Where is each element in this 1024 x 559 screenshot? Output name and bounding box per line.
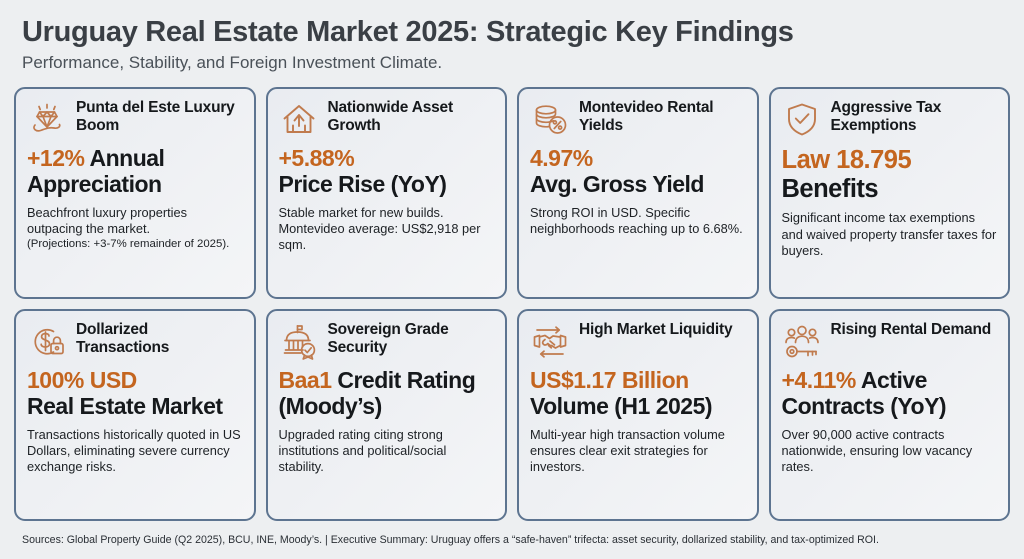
card-header: Montevideo Rental Yields xyxy=(530,98,746,139)
card-header: Rising Rental Demand xyxy=(782,320,998,361)
card-dollarized-transactions: Dollarized Transactions 100% USD Real Est… xyxy=(14,309,256,521)
card-stat-accent: +5.88% xyxy=(278,145,355,172)
shield-check-icon xyxy=(782,99,822,139)
coins-percent-icon xyxy=(530,99,570,139)
card-stat-rest: Avg. Gross Yield xyxy=(530,170,704,197)
card-body-text: Beachfront luxury properties outpacing t… xyxy=(27,204,188,236)
card-note: (Projections: +3-7% remainder of 2025). xyxy=(27,238,230,251)
card-header: Sovereign Grade Security xyxy=(279,320,495,361)
card-stat-rest: Active Contracts (YoY) xyxy=(781,367,947,419)
card-body: Transactions historically quoted in US D… xyxy=(27,427,243,512)
card-stat: US$1.17 Billion Volume (H1 2025) xyxy=(530,367,746,420)
card-header: Dollarized Transactions xyxy=(27,320,243,361)
card-stat: Law 18.795 Benefits xyxy=(782,146,998,203)
diamond-icon xyxy=(27,99,67,139)
card-body: Over 90,000 active contracts nationwide,… xyxy=(782,427,998,512)
card-title: Nationwide Asset Growth xyxy=(327,99,454,135)
card-title: High Market Liquidity xyxy=(579,321,733,339)
card-stat-rest: Price Rise (YoY) xyxy=(278,170,447,197)
card-stat-accent: Law 18.795 xyxy=(781,146,912,175)
card-stat-rest: Benefits xyxy=(781,174,879,203)
card-stat-rest: Annual Appreciation xyxy=(27,145,165,197)
card-body-text: Upgraded rating citing strong institutio… xyxy=(278,426,447,475)
card-stat-rest: Credit Rating (Moody’s) xyxy=(278,367,476,419)
card-body: Multi-year high transaction volume ensur… xyxy=(530,427,746,512)
house-growth-icon xyxy=(279,99,319,139)
card-aggressive-tax-exemptions: Aggressive Tax Exemptions Law 18.795 Bene… xyxy=(768,87,1010,300)
card-stat-accent: 4.97% xyxy=(530,145,593,172)
footer-sources-text: Sources: Global Property Guide (Q2 2025)… xyxy=(22,533,879,546)
card-body: Significant income tax exemptions and wa… xyxy=(782,210,998,290)
people-key-icon xyxy=(782,321,822,361)
page-subtitle: Performance, Stability, and Foreign Inve… xyxy=(22,53,443,73)
page-title: Uruguay Real Estate Market 2025: Strateg… xyxy=(22,16,794,48)
card-body-text: Transactions historically quoted in US D… xyxy=(27,426,241,475)
card-stat-rest: Volume (H1 2025) xyxy=(530,392,713,419)
card-body: Upgraded rating citing strong institutio… xyxy=(279,427,495,512)
card-header: Nationwide Asset Growth xyxy=(279,98,495,139)
card-high-market-liquidity: High Market Liquidity US$1.17 Billion Vol… xyxy=(517,309,759,521)
findings-grid: Punta del Este Luxury Boom +12% Annual A… xyxy=(14,87,1010,521)
card-stat: +5.88% Price Rise (YoY) xyxy=(278,145,495,198)
card-header: Aggressive Tax Exemptions xyxy=(782,98,998,139)
card-body: Stable market for new builds. Montevideo… xyxy=(279,205,495,290)
card-stat: 4.97% Avg. Gross Yield xyxy=(530,145,746,198)
card-body: Strong ROI in USD. Specific neighborhood… xyxy=(530,205,746,290)
government-award-icon xyxy=(279,321,319,361)
card-header: High Market Liquidity xyxy=(530,320,746,361)
card-body-text: Significant income tax exemptions and wa… xyxy=(781,210,997,258)
card-stat-accent: +4.11% xyxy=(781,367,857,394)
card-title: Aggressive Tax Exemptions xyxy=(830,99,942,135)
card-stat-rest: Real Estate Market xyxy=(27,392,223,419)
handshake-exchange-icon xyxy=(530,321,570,361)
dollar-lock-icon xyxy=(27,321,67,361)
card-title: Sovereign Grade Security xyxy=(327,321,449,357)
card-stat-accent: 100% USD xyxy=(27,367,137,394)
card-stat: +4.11% Active Contracts (YoY) xyxy=(781,367,998,420)
card-sovereign-grade-security: Sovereign Grade Security Baa1 Credit Rat… xyxy=(265,309,507,521)
card-body-text: Stable market for new builds. Montevideo… xyxy=(278,204,481,253)
card-nationwide-asset-growth: Nationwide Asset Growth +5.88% Price Rise… xyxy=(265,87,507,300)
card-punta-del-este-luxury-boom: Punta del Este Luxury Boom +12% Annual A… xyxy=(14,87,256,300)
card-body-text: Over 90,000 active contracts nationwide,… xyxy=(781,426,973,475)
card-stat-accent: Baa1 xyxy=(278,367,332,394)
card-rising-rental-demand: Rising Rental Demand +4.11% Active Contr… xyxy=(768,309,1010,521)
footer: Sources: Global Property Guide (Q2 2025)… xyxy=(14,521,1010,559)
card-stat: 100% USD Real Estate Market xyxy=(27,367,243,420)
card-stat-accent: +12% xyxy=(27,145,85,172)
card-body: Beachfront luxury properties outpacing t… xyxy=(27,205,243,290)
header: Uruguay Real Estate Market 2025: Strateg… xyxy=(14,14,1010,73)
card-stat-accent: US$1.17 Billion xyxy=(530,367,689,394)
card-body-text: Multi-year high transaction volume ensur… xyxy=(530,426,725,475)
card-body-text: Strong ROI in USD. Specific neighborhood… xyxy=(530,204,743,236)
card-montevideo-rental-yields: Montevideo Rental Yields 4.97% Avg. Gross… xyxy=(517,87,759,300)
card-stat: Baa1 Credit Rating (Moody’s) xyxy=(278,367,495,420)
card-title: Rising Rental Demand xyxy=(830,321,992,339)
card-title: Montevideo Rental Yields xyxy=(579,99,714,135)
card-stat: +12% Annual Appreciation xyxy=(27,145,243,198)
card-header: Punta del Este Luxury Boom xyxy=(27,98,243,139)
card-title: Dollarized Transactions xyxy=(76,321,170,357)
card-title: Punta del Este Luxury Boom xyxy=(76,99,235,135)
